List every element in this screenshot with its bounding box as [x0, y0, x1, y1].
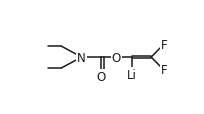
Text: N: N	[77, 51, 86, 64]
Text: F: F	[161, 64, 167, 77]
Text: O: O	[97, 70, 106, 83]
Text: Li: Li	[127, 68, 137, 81]
Text: O: O	[112, 51, 121, 64]
Text: F: F	[161, 38, 167, 51]
